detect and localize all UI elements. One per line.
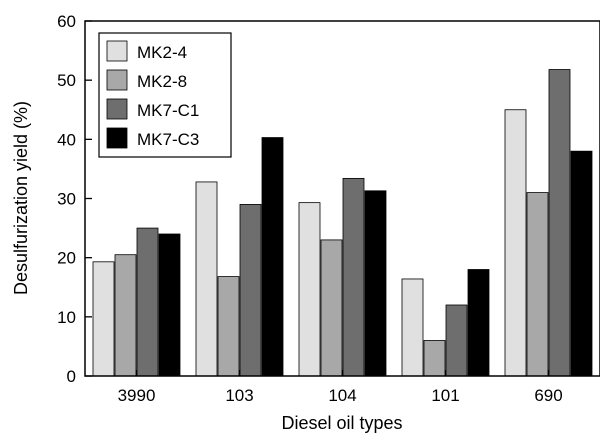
bar-mk7-c1-3990 [136, 227, 159, 377]
bar-mk7-c1-101 [445, 304, 468, 377]
legend-swatch [106, 127, 128, 149]
x-tick-label: 103 [225, 386, 253, 405]
x-tick-label: 3990 [118, 386, 156, 405]
y-tick-label: 60 [57, 12, 76, 31]
x-tick-label: 104 [328, 386, 356, 405]
legend-swatch [106, 69, 128, 91]
legend-label: MK2-8 [137, 72, 187, 91]
y-axis-title: Desulfurization yield (%) [11, 101, 31, 295]
legend-label: MK2-4 [137, 43, 187, 62]
legend-label: MK7-C1 [137, 101, 199, 120]
x-tick-label: 101 [431, 386, 459, 405]
bar-mk2-4-103 [195, 181, 218, 377]
y-tick-label: 20 [57, 249, 76, 268]
legend: MK2-4 MK2-8 MK7-C1 MK7-C3 [98, 32, 232, 158]
y-tick-label: 10 [57, 308, 76, 327]
x-tick-label: 690 [534, 386, 562, 405]
bar-mk2-8-104 [320, 239, 343, 377]
x-axis-title: Diesel oil types [281, 413, 402, 433]
bar-mk7-c3-104 [364, 190, 387, 377]
bar-mk7-c1-103 [239, 204, 262, 377]
bar-mk2-8-101 [423, 340, 446, 377]
bar-mk2-4-104 [298, 202, 321, 377]
bar-mk2-4-690 [504, 109, 527, 377]
y-tick-label: 0 [67, 367, 76, 386]
bar-mk2-4-3990 [92, 261, 115, 377]
y-tick-label: 30 [57, 190, 76, 209]
bar-mk2-8-103 [217, 276, 240, 377]
bar-mk7-c3-103 [261, 137, 284, 377]
bar-mk7-c3-101 [467, 269, 490, 377]
y-axis: 0 10 20 30 40 50 60 [57, 12, 92, 386]
legend-swatch [106, 98, 128, 120]
bar-mk2-8-3990 [114, 254, 137, 377]
x-axis: 3990 103 104 101 690 [118, 370, 563, 405]
legend-swatch [106, 40, 128, 62]
bar-mk7-c1-104 [342, 177, 365, 377]
bar-mk7-c3-690 [570, 150, 593, 377]
bar-mk2-4-101 [401, 278, 424, 377]
y-tick-label: 40 [57, 130, 76, 149]
legend-label: MK7-C3 [137, 130, 199, 149]
y-tick-label: 50 [57, 71, 76, 90]
bar-mk7-c3-3990 [158, 233, 181, 377]
bars-group [92, 69, 593, 377]
bar-mk2-8-690 [526, 192, 549, 377]
bar-mk7-c1-690 [548, 69, 571, 377]
